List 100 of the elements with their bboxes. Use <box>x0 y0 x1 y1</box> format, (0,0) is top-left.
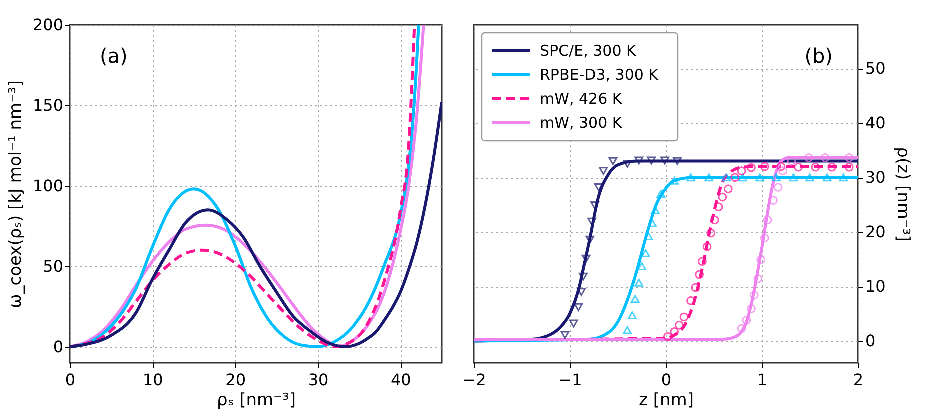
point <box>742 316 752 325</box>
point <box>586 236 595 244</box>
point <box>663 332 672 342</box>
point <box>794 162 803 172</box>
point <box>754 274 763 284</box>
point <box>772 174 781 182</box>
point <box>760 234 770 243</box>
point <box>763 216 772 225</box>
y2-tick-label: 10 <box>866 277 886 296</box>
point <box>578 272 588 281</box>
y-tick-label: 100 <box>32 176 64 196</box>
x-tick-label: 30 <box>308 370 329 390</box>
annotation: (b) <box>804 44 833 68</box>
point <box>691 283 700 292</box>
point <box>608 157 618 166</box>
point <box>730 173 740 182</box>
point <box>560 331 570 340</box>
point <box>647 156 656 165</box>
y2-tick-label: 0 <box>866 332 876 351</box>
point <box>674 320 684 330</box>
x-tick-label: −1 <box>558 370 582 390</box>
y2-tick-label: 30 <box>866 168 886 188</box>
point <box>756 256 766 264</box>
legend-label: SPC/E, 300 K <box>540 42 638 60</box>
point <box>670 327 680 336</box>
point <box>746 304 756 314</box>
point <box>820 154 830 162</box>
legend-label: mW, 426 K <box>540 90 624 108</box>
x-tick-label: 40 <box>390 370 412 390</box>
point <box>722 174 731 182</box>
point <box>704 174 714 182</box>
legend-label: RPBE-D3, 300 K <box>540 66 660 84</box>
x-tick-label: 10 <box>142 370 164 390</box>
x-tick-label: 2 <box>853 370 864 390</box>
point <box>828 162 837 172</box>
point <box>737 324 746 334</box>
point <box>634 156 644 165</box>
point <box>648 219 658 228</box>
point <box>714 202 724 212</box>
point <box>628 312 637 320</box>
point <box>760 162 770 172</box>
point <box>756 174 765 182</box>
point <box>577 288 586 296</box>
x-tick-label: −2 <box>462 370 486 390</box>
point <box>686 174 696 182</box>
point <box>569 320 578 328</box>
point <box>778 166 788 176</box>
point <box>599 167 608 176</box>
point <box>702 242 712 252</box>
point <box>806 174 814 182</box>
point <box>737 166 746 176</box>
y-tick-label: 200 <box>32 16 64 34</box>
point <box>750 290 759 300</box>
line-series <box>70 100 442 348</box>
point <box>738 174 748 182</box>
x-tick-label: 0 <box>661 370 672 390</box>
x-tick-label: 1 <box>757 370 768 390</box>
point <box>844 154 854 162</box>
point <box>656 190 666 198</box>
point <box>634 278 644 287</box>
x-axis-title: ρₛ [nm⁻³] <box>217 390 296 410</box>
point <box>574 303 584 312</box>
point <box>811 162 820 172</box>
point <box>822 174 832 182</box>
point <box>698 257 707 266</box>
y-axis-title: ω_coex(ρₛ) [kJ mol⁻¹ nm⁻³] <box>6 80 26 309</box>
annotation: (a) <box>100 44 128 68</box>
point <box>623 326 632 334</box>
point <box>673 157 682 166</box>
point <box>724 184 733 194</box>
y2-axis-title: ρ(z) [nm⁻³] <box>892 147 913 242</box>
point <box>710 216 720 225</box>
point <box>746 163 756 172</box>
point <box>706 228 716 238</box>
y-tick-label: 150 <box>32 96 64 115</box>
point <box>776 162 786 172</box>
point <box>718 192 728 202</box>
y2-tick-label: 20 <box>866 222 886 242</box>
point <box>644 232 654 240</box>
point <box>588 218 597 226</box>
x-tick-label: 20 <box>226 370 246 390</box>
point <box>670 176 680 185</box>
point <box>839 174 848 182</box>
point <box>641 249 650 258</box>
point <box>804 154 814 162</box>
point <box>582 254 591 263</box>
point <box>680 312 689 322</box>
x-tick-label: 0 <box>65 370 76 390</box>
point <box>623 160 632 168</box>
point <box>660 156 670 165</box>
y-tick-label: 50 <box>43 256 64 276</box>
point <box>695 270 704 280</box>
y-tick-label: 0 <box>53 337 64 356</box>
point <box>844 162 854 172</box>
x-axis-title: z [nm] <box>639 390 694 410</box>
point <box>630 295 640 304</box>
y2-tick-label: 40 <box>866 114 886 133</box>
point <box>638 262 646 270</box>
point <box>789 174 798 182</box>
legend-label: mW, 300 K <box>540 114 624 132</box>
